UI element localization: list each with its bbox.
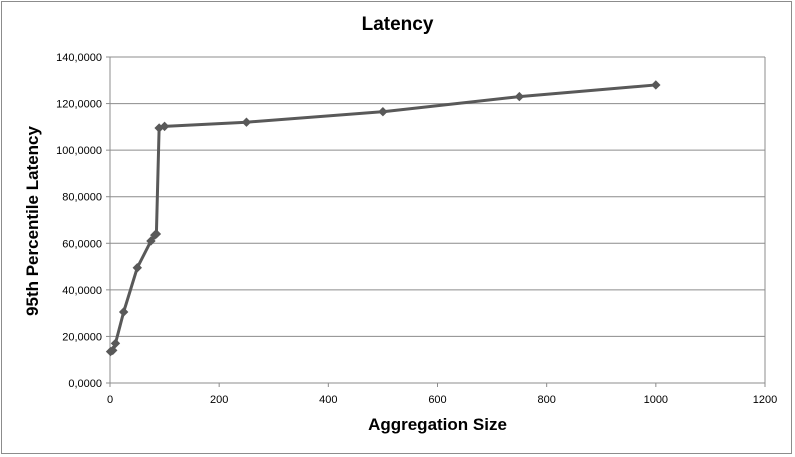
x-tick-label: 400: [319, 394, 337, 406]
data-point-marker: [146, 236, 156, 246]
data-point-marker: [151, 229, 162, 239]
chart-title: Latency: [361, 14, 434, 35]
y-tick-label: 100,0000: [56, 145, 102, 157]
series-line: [109, 83, 656, 353]
data-point-marker: [514, 91, 525, 102]
x-tick-label: 1000: [644, 394, 668, 406]
x-tick-label: 600: [428, 394, 446, 406]
y-tick-label: 0,0000: [68, 378, 102, 390]
x-tick-label: 0: [107, 394, 113, 406]
data-point-marker: [132, 263, 142, 273]
y-tick-label: 40,0000: [62, 285, 102, 297]
y-tick-label: 20,0000: [62, 331, 102, 343]
y-tick-label: 140,0000: [56, 52, 102, 64]
data-point-marker: [378, 107, 388, 117]
data-point-marker: [110, 338, 121, 349]
x-tick-label: 800: [537, 394, 555, 406]
data-point-marker: [118, 307, 129, 317]
x-tick-label: 200: [210, 394, 228, 406]
data-point-marker: [108, 345, 118, 356]
data-point-marker: [651, 80, 661, 90]
x-tick-label: 1200: [753, 394, 777, 406]
y-tick-label: 80,0000: [62, 192, 102, 204]
y-tick-label: 60,0000: [62, 238, 102, 250]
x-axis-label: Aggregation Size: [368, 415, 507, 434]
y-tick-label: 120,0000: [56, 99, 102, 111]
data-point-marker: [241, 117, 252, 127]
data-point-marker: [159, 121, 170, 132]
